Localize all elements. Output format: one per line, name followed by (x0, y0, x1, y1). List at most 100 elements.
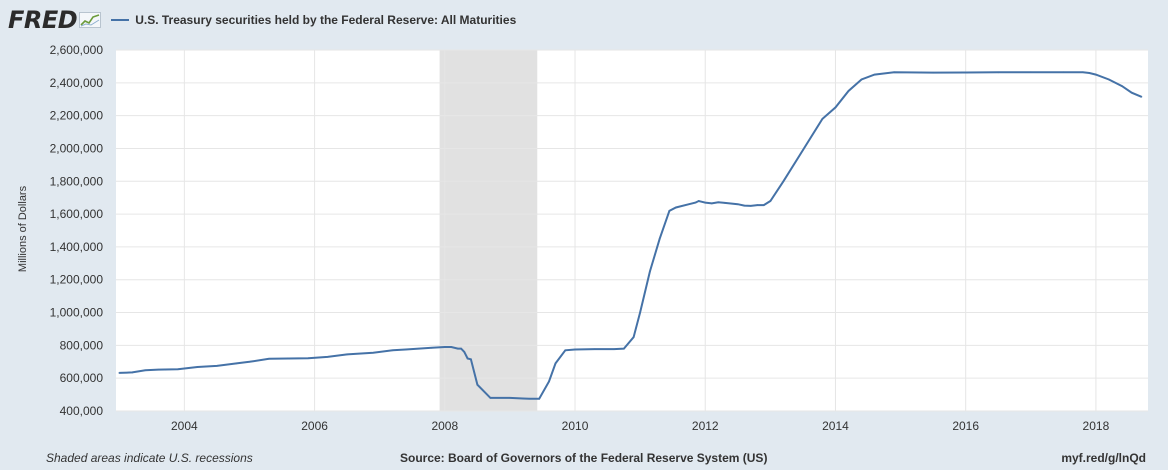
x-axis: 2004 2006 2008 2010 2012 2014 2016 2018 (171, 419, 1110, 433)
x-tick-label: 2004 (171, 419, 198, 433)
data-point (750, 205, 752, 207)
data-point (756, 204, 759, 206)
data-point (177, 368, 179, 370)
data-point (717, 201, 720, 204)
y-tick-label: 1,200,000 (50, 273, 104, 287)
data-point (476, 383, 479, 386)
data-point (964, 71, 967, 74)
data-point (538, 397, 541, 400)
x-tick-label: 2014 (822, 419, 849, 433)
data-point (444, 346, 446, 348)
data-point (346, 353, 348, 356)
data-point (460, 347, 462, 350)
y-tick-label: 1,400,000 (50, 240, 104, 254)
data-point (649, 270, 651, 273)
y-tick-label: 600,000 (60, 371, 104, 385)
graph-icon (79, 12, 102, 28)
data-point (248, 360, 251, 363)
data-point (668, 210, 671, 212)
data-point (417, 347, 420, 350)
grid (116, 49, 1148, 412)
data-point (1140, 95, 1143, 98)
series-title: U.S. Treasury securities held by the Fed… (135, 13, 517, 27)
data-point (216, 365, 218, 367)
data-point (1121, 85, 1123, 87)
y-tick-label: 2,200,000 (50, 109, 104, 123)
data-point (860, 78, 863, 81)
recession-shading (439, 50, 538, 411)
data-point (457, 347, 459, 350)
data-point (675, 206, 677, 209)
data-point (404, 348, 407, 351)
data-point (613, 348, 615, 350)
short-url-link[interactable]: myf.red/g/lnQd (1061, 451, 1146, 465)
data-point (1062, 71, 1065, 73)
recession-note: Shaded areas indicate U.S. recessions (46, 451, 253, 465)
data-point (450, 346, 453, 348)
data-point (430, 347, 433, 349)
data-point (287, 357, 290, 360)
data-point (802, 149, 804, 151)
plot-area (116, 50, 1148, 411)
legend-line-icon (111, 19, 130, 21)
x-tick-label: 2016 (952, 419, 979, 433)
data-point (509, 397, 511, 399)
data-point (118, 372, 121, 374)
data-point (623, 347, 625, 350)
data-point (391, 349, 394, 352)
data-point (821, 118, 824, 120)
data-point (157, 368, 160, 371)
source-note: Source: Board of Governors of the Federa… (400, 451, 768, 465)
x-tick-label: 2008 (431, 419, 458, 433)
data-point (1082, 71, 1084, 73)
data-point (737, 203, 739, 206)
data-point (470, 358, 472, 361)
data-point (873, 73, 876, 76)
y-tick-label: 1,600,000 (50, 207, 104, 221)
data-point (522, 397, 524, 400)
recession-band (439, 50, 538, 411)
data-point (763, 204, 765, 206)
data-point (769, 200, 772, 202)
data-point (723, 202, 726, 204)
y-axis: 400,000 600,000 800,000 1,000,000 1,200,000 1… (50, 43, 104, 418)
y-tick-label: 2,600,000 (50, 43, 104, 57)
data-point (554, 362, 557, 365)
data-point (564, 349, 567, 352)
y-tick-label: 2,400,000 (50, 76, 104, 90)
data-point (694, 201, 697, 204)
data-point (782, 180, 785, 183)
data-point (466, 357, 469, 360)
data-point (463, 351, 466, 353)
data-point (1108, 78, 1110, 81)
y-tick-label: 800,000 (60, 338, 104, 352)
y-tick-label: 2,000,000 (50, 141, 104, 155)
data-point (307, 357, 309, 359)
data-point (489, 397, 492, 399)
data-point (658, 237, 661, 240)
data-point (268, 358, 270, 360)
y-tick-label: 1,800,000 (50, 174, 104, 188)
data-point (701, 200, 703, 203)
data-point (710, 202, 713, 205)
fred-logo[interactable]: FRED (8, 6, 78, 34)
data-point (593, 348, 596, 350)
data-point (688, 203, 690, 206)
data-point (326, 356, 329, 358)
data-point (893, 71, 895, 73)
data-point (196, 366, 199, 368)
data-point (1095, 73, 1097, 76)
x-tick-label: 2006 (301, 419, 328, 433)
y-axis-label: Millions of Dollars (17, 185, 29, 272)
data-point (847, 90, 850, 92)
data-point (144, 369, 147, 372)
data-point (834, 106, 837, 109)
data-point (697, 200, 700, 202)
data-point (632, 336, 635, 338)
data-point (639, 311, 641, 314)
data-point (704, 201, 707, 204)
data-point (235, 362, 238, 365)
data-point (1030, 71, 1032, 73)
data-point (1088, 72, 1091, 74)
data-point (372, 351, 374, 354)
